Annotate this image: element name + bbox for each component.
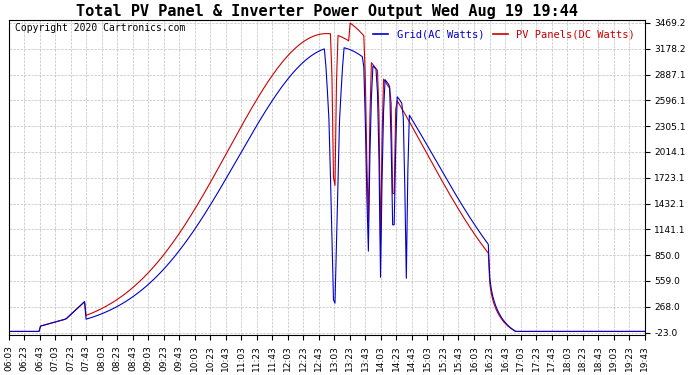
PV Panels(DC Watts) xyxy=(640,329,649,334)
PV Panels(DC Watts) xyxy=(288,49,297,53)
Legend: Grid(AC Watts), PV Panels(DC Watts): Grid(AC Watts), PV Panels(DC Watts) xyxy=(368,26,640,44)
PV Panels(DC Watts) xyxy=(217,161,226,165)
PV Panels(DC Watts) xyxy=(26,329,34,334)
Grid(AC Watts) xyxy=(26,329,34,334)
Grid(AC Watts) xyxy=(217,185,226,189)
Grid(AC Watts) xyxy=(5,329,13,334)
Grid(AC Watts) xyxy=(640,329,649,334)
Grid(AC Watts) xyxy=(340,45,348,50)
Line: Grid(AC Watts): Grid(AC Watts) xyxy=(9,48,644,332)
Text: Copyright 2020 Cartronics.com: Copyright 2020 Cartronics.com xyxy=(15,24,186,33)
Grid(AC Watts) xyxy=(530,329,538,334)
PV Panels(DC Watts) xyxy=(530,329,538,334)
Title: Total PV Panel & Inverter Power Output Wed Aug 19 19:44: Total PV Panel & Inverter Power Output W… xyxy=(76,4,578,19)
Grid(AC Watts) xyxy=(288,71,297,76)
Grid(AC Watts) xyxy=(319,47,327,52)
Grid(AC Watts) xyxy=(615,329,623,334)
PV Panels(DC Watts) xyxy=(346,21,354,25)
Line: PV Panels(DC Watts): PV Panels(DC Watts) xyxy=(9,23,644,332)
PV Panels(DC Watts) xyxy=(5,329,13,334)
PV Panels(DC Watts) xyxy=(615,329,623,334)
PV Panels(DC Watts) xyxy=(319,32,327,36)
